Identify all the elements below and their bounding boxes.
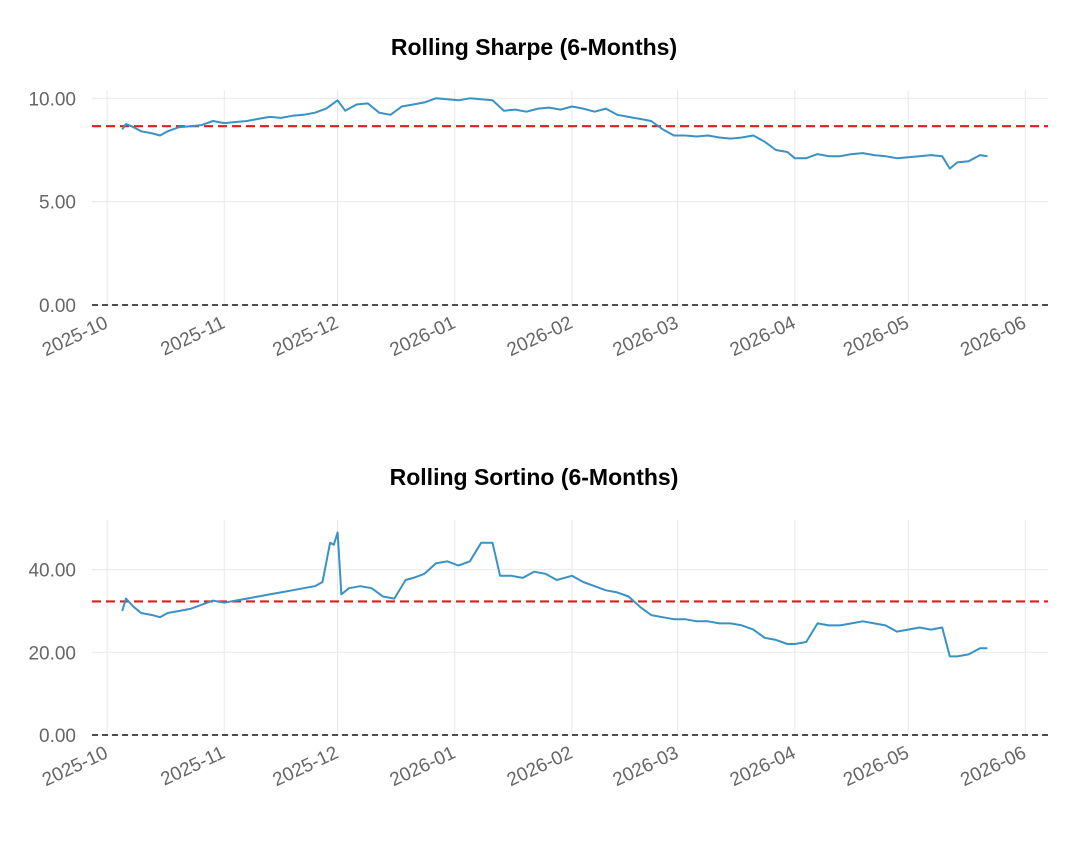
x-tick-label: 2026-05 [840,312,912,361]
x-tick-label: 2026-06 [957,742,1029,791]
x-tick-label: 2026-04 [727,312,799,361]
chart-title: Rolling Sharpe (6-Months) [391,34,677,60]
y-axis-ticks: 0.00 20.00 40.00 [28,561,76,747]
x-axis-ticks: 2025-10 2025-11 2025-12 2026-01 2026-02 2026-… [39,312,1029,361]
x-tick-label: 2026-01 [387,312,459,361]
rolling-ratio-line [121,97,988,170]
x-tick-label: 2026-06 [957,312,1029,361]
series [121,531,988,658]
y-tick-label: 10.00 [28,89,76,110]
x-tick-label: 2025-10 [39,742,111,791]
x-tick-label: 2026-04 [727,742,799,791]
x-tick-label: 2025-12 [270,742,342,791]
y-tick-label: 20.00 [28,643,76,664]
rolling-ratio-line [121,531,988,658]
y-tick-label: 40.00 [28,561,76,582]
x-tick-label: 2026-02 [504,312,576,361]
y-tick-label: 0.00 [39,296,76,317]
x-tick-label: 2025-11 [158,312,229,360]
x-tick-label: 2026-03 [610,312,682,361]
reference-lines [92,125,1048,306]
y-tick-label: 5.00 [39,193,76,214]
series [121,97,988,170]
reference-lines [92,600,1048,736]
x-tick-label: 2025-12 [270,312,342,361]
y-axis-ticks: 0.00 5.00 10.00 [28,89,76,317]
y-tick-label: 0.00 [39,726,76,747]
grid [92,90,1048,306]
grid [92,520,1048,736]
x-tick-label: 2026-02 [504,742,576,791]
x-tick-label: 2025-11 [158,742,229,790]
x-tick-label: 2026-01 [387,742,459,791]
chart-title: Rolling Sortino (6-Months) [390,464,679,490]
x-tick-label: 2026-03 [610,742,682,791]
rolling-sharpe-chart: Rolling Sharpe (6-Months) 0.005.0010.00 … [28,34,1048,361]
rolling-sortino-chart: Rolling Sortino (6-Months) 0.00 20.00 40.0… [28,464,1048,791]
x-tick-label: 2026-05 [840,742,912,791]
x-axis-ticks: 2025-10 2025-11 2025-12 2026-01 2026-02 2026-… [39,742,1029,791]
x-tick-label: 2025-10 [39,312,111,361]
